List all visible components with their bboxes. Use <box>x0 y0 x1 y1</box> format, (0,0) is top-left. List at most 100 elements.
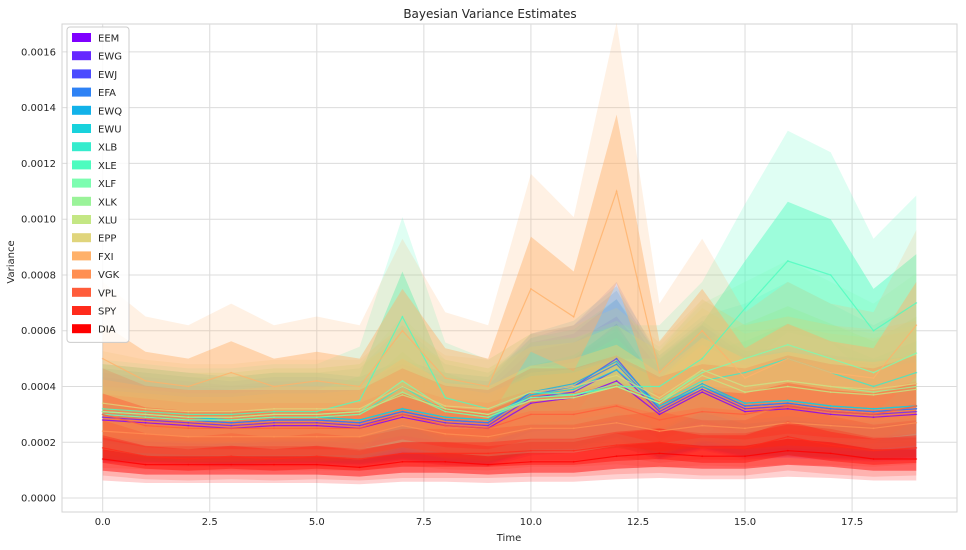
data-point-xlb <box>915 371 918 374</box>
data-point-xlu <box>572 396 575 399</box>
data-point-xlu <box>187 416 190 419</box>
data-point-xlf <box>829 357 832 360</box>
series-line-ewg <box>102 369 917 427</box>
legend-label-ewu: EWU <box>98 125 122 136</box>
data-point-ewu <box>444 416 447 419</box>
series-band-ewg <box>102 299 917 466</box>
data-point-ewu <box>786 399 789 402</box>
data-point-xlk <box>358 413 361 416</box>
data-point-vpl <box>829 410 832 413</box>
data-point-xlk <box>273 416 275 419</box>
data-point-fxi <box>658 371 661 374</box>
data-point-xlu <box>615 385 618 388</box>
legend: EEM EWG EWJ EFA EWQ EWU XLB XLE XLF XLK XLU EPP FXI V… <box>66 26 130 343</box>
legend-swatch-xle <box>72 160 91 170</box>
data-point-xle <box>872 329 875 332</box>
data-point-ewq <box>572 382 575 385</box>
data-point-xle <box>658 385 661 388</box>
data-point-xlu <box>144 413 147 416</box>
legend-swatch-xlb <box>72 142 91 152</box>
data-point-spy <box>358 458 361 460</box>
data-point-efa <box>444 419 447 421</box>
data-point-epp <box>786 380 789 382</box>
legend-label-eem: EEM <box>98 34 119 45</box>
series-band-epp <box>102 299 917 460</box>
data-point-xle <box>358 399 361 402</box>
series-band-ewj <box>102 281 917 465</box>
data-point-vpl <box>615 405 618 407</box>
data-point-vpl <box>101 413 104 416</box>
data-point-vpl <box>230 427 233 430</box>
data-point-xlk <box>187 419 190 421</box>
data-point-vpl <box>315 427 318 430</box>
legend-swatch-xlu <box>72 215 91 224</box>
data-point-epp <box>187 410 190 413</box>
data-point-vgk <box>701 424 704 427</box>
data-point-xlf <box>401 380 404 382</box>
data-point-dia <box>101 458 104 460</box>
data-point-xlu <box>530 399 532 402</box>
data-point-epp <box>444 405 447 407</box>
data-point-epp <box>872 388 875 391</box>
data-point-dia <box>144 463 147 466</box>
series-band-xle <box>102 130 917 461</box>
gridlines <box>62 24 957 512</box>
data-point-ewg <box>572 391 575 393</box>
series-line-dia <box>102 450 917 469</box>
data-point-ewj <box>615 357 618 360</box>
data-point-ewu <box>615 368 618 371</box>
y-tick-label: 0.0002 <box>21 438 56 449</box>
data-point-epp <box>658 396 661 399</box>
y-tick-label: 0.0004 <box>21 382 56 393</box>
data-point-dia <box>187 463 190 466</box>
data-point-vgk <box>615 421 618 424</box>
data-point-efa <box>358 421 361 424</box>
series-band-fxi <box>102 22 917 448</box>
data-point-dia <box>701 455 704 458</box>
series-line-xlu <box>102 374 917 418</box>
legend-swatch-ewq <box>72 105 91 115</box>
data-point-xlu <box>487 413 489 416</box>
data-point-xle <box>444 396 447 399</box>
data-point-efa <box>615 363 618 366</box>
plot-area <box>61 22 958 513</box>
data-point-fxi <box>744 377 746 379</box>
series-line-epp <box>102 369 917 413</box>
data-point-spy <box>872 449 875 452</box>
data-point-eem <box>744 410 746 413</box>
data-point-vgk <box>401 424 404 427</box>
data-point-dia <box>358 466 361 469</box>
data-point-epp <box>572 385 575 388</box>
legend-label-ewg: EWG <box>98 52 122 63</box>
data-point-fxi <box>829 371 832 374</box>
data-point-ewg <box>273 421 275 424</box>
data-point-xlu <box>701 374 704 377</box>
data-point-xlf <box>572 394 575 396</box>
data-point-fxi <box>572 315 575 318</box>
legend-swatch-eem <box>72 33 91 42</box>
data-point-fxi <box>915 324 918 327</box>
data-point-xlb <box>872 385 875 388</box>
data-point-eem <box>144 421 147 424</box>
series-band-spy <box>102 403 917 481</box>
data-point-epp <box>530 391 532 393</box>
series-band-ewq <box>102 286 917 463</box>
data-point-xlu <box>230 416 233 419</box>
data-point-vgk <box>101 430 104 432</box>
data-point-epp <box>273 407 275 410</box>
data-point-spy <box>615 444 618 446</box>
legend-swatch-vgk <box>72 269 91 279</box>
data-point-xlk <box>401 391 404 393</box>
data-point-xlu <box>401 394 404 396</box>
y-tick-label: 0.0016 <box>21 47 56 58</box>
legend-swatch-fxi <box>72 251 91 261</box>
data-point-eem <box>401 416 404 419</box>
data-point-fxi <box>187 385 190 388</box>
y-tick-label: 0.0014 <box>21 103 56 114</box>
data-point-dia <box>829 452 832 455</box>
data-point-fxi <box>530 288 532 290</box>
data-point-spy <box>530 449 532 452</box>
series-band-eem <box>102 316 917 467</box>
series-core-xlb <box>102 323 917 444</box>
data-point-epp <box>701 368 704 371</box>
